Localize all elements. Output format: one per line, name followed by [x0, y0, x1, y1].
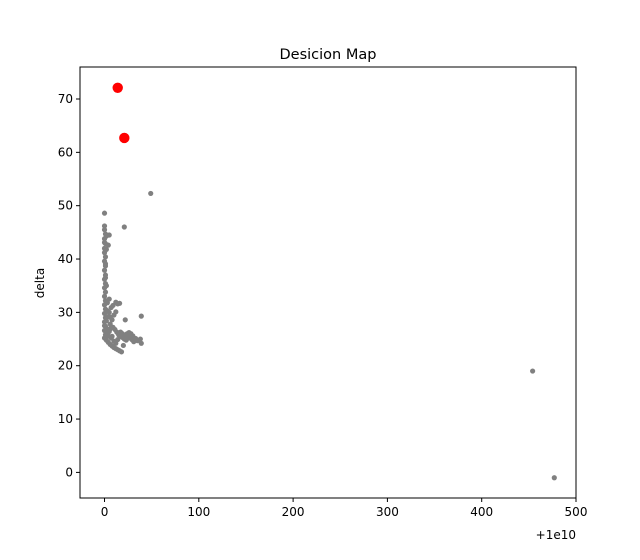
data-point [106, 309, 112, 315]
data-point [120, 342, 126, 349]
highlight-points [112, 82, 130, 144]
plot-area [79, 66, 577, 499]
data-point [109, 333, 115, 339]
y-tick-label: 40 [58, 252, 73, 266]
x-tick-label: 500 [565, 505, 588, 519]
data-point [101, 323, 108, 329]
y-axis: 0 10 20 30 40 50 60 70 [58, 92, 80, 479]
data-point [101, 267, 108, 273]
data-point [101, 293, 108, 299]
y-tick-label: 60 [58, 145, 73, 159]
data-point [117, 300, 123, 306]
data-point [102, 261, 109, 267]
data-point [115, 336, 121, 343]
y-tick-label: 10 [58, 412, 73, 426]
x-tick-label: 200 [282, 505, 305, 519]
chart-title: Desicion Map [280, 47, 377, 63]
data-point [107, 314, 113, 320]
x-axis: 0 100 200 300 400 500 [101, 498, 588, 519]
data-point [118, 349, 125, 355]
data-point [102, 254, 109, 260]
y-tick-label: 30 [58, 305, 73, 319]
data-point [106, 232, 112, 238]
data-point [106, 296, 112, 302]
data-point [101, 239, 108, 246]
data-point [103, 283, 109, 289]
x-tick-label: 400 [470, 505, 493, 519]
data-point [113, 309, 119, 315]
highlight-point [112, 82, 123, 94]
y-tick-label: 70 [58, 92, 73, 106]
data-point [101, 210, 108, 216]
x-tick-label: 300 [376, 505, 399, 519]
x-tick-label: 100 [187, 505, 210, 519]
data-point [101, 236, 108, 242]
data-point [122, 332, 128, 338]
data-point [103, 318, 109, 324]
data-point [121, 224, 127, 230]
data-point [137, 336, 143, 342]
x-tick-label: 0 [101, 505, 109, 519]
data-point [122, 317, 128, 323]
data-point [138, 340, 144, 346]
data-point [101, 227, 108, 233]
data-point [148, 190, 154, 197]
data-point [107, 326, 113, 332]
data-point [103, 246, 109, 253]
data-point [551, 475, 557, 481]
data-point [102, 275, 109, 281]
data-point [530, 368, 536, 374]
series-points [101, 190, 557, 481]
y-tick-label: 50 [58, 199, 73, 213]
y-tick-label: 0 [65, 465, 73, 479]
data-point [130, 333, 136, 339]
data-point [105, 242, 111, 248]
data-point [138, 313, 144, 319]
plot-frame [79, 66, 577, 499]
x-axis-offset-label: +1e10 [536, 528, 576, 542]
data-point [101, 223, 108, 229]
data-point [102, 289, 109, 295]
highlight-point [119, 132, 130, 144]
y-axis-label: delta [33, 268, 47, 298]
y-tick-label: 20 [58, 359, 73, 373]
